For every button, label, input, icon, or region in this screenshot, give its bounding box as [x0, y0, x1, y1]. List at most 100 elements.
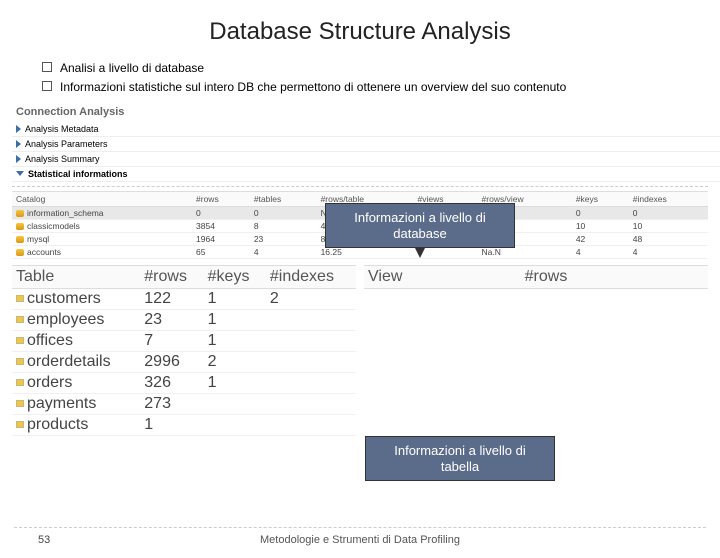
table-icon	[16, 337, 24, 344]
database-icon	[16, 249, 24, 256]
accordion: Analysis Metadata Analysis Parameters An…	[12, 122, 720, 182]
table-cell: 65	[192, 245, 250, 258]
column-header: #keys	[572, 191, 629, 206]
table-cell: 0	[250, 206, 317, 219]
callout-db-level: Informazioni a livello di database	[325, 203, 515, 248]
table-cell	[266, 351, 356, 372]
section-heading: Connection Analysis	[16, 106, 720, 118]
chevron-right-icon	[16, 125, 21, 133]
table-row[interactable]: customers12212	[12, 288, 356, 309]
chevron-right-icon	[16, 140, 21, 148]
table-cell: 122	[140, 288, 203, 309]
accordion-label: Analysis Metadata	[25, 124, 99, 134]
table-cell: products	[12, 414, 140, 435]
callout-table-level: Informazioni a livello di tabella	[365, 436, 555, 481]
table-cell: 1	[204, 372, 266, 393]
table-cell: 0	[572, 206, 629, 219]
table-cell	[266, 393, 356, 414]
table-cell	[266, 330, 356, 351]
table-cell: 10	[629, 219, 708, 232]
chevron-right-icon	[16, 155, 21, 163]
table-row[interactable]: offices71	[12, 330, 356, 351]
checkbox-icon	[42, 62, 52, 72]
table-cell: orderdetails	[12, 351, 140, 372]
table-cell	[204, 414, 266, 435]
table-cell: 42	[572, 232, 629, 245]
table-row[interactable]: orderdetails29962	[12, 351, 356, 372]
table-cell: 23	[250, 232, 317, 245]
table-left: Table#rows#keys#indexes customers12212em…	[12, 265, 356, 436]
table-cell	[204, 393, 266, 414]
accordion-item[interactable]: Analysis Parameters	[12, 137, 720, 152]
table-cell: 273	[140, 393, 203, 414]
page-number: 53	[38, 534, 50, 546]
database-icon	[16, 223, 24, 230]
table-icon	[16, 421, 24, 428]
table-cell: 8	[250, 219, 317, 232]
column-header: #rows	[140, 265, 203, 288]
database-icon	[16, 236, 24, 243]
accordion-item[interactable]: Analysis Metadata	[12, 122, 720, 137]
table-icon	[16, 316, 24, 323]
arrow-icon	[415, 248, 425, 258]
lower-tables: Table#rows#keys#indexes customers12212em…	[12, 265, 708, 436]
footer-text: Metodologie e Strumenti di Data Profilin…	[260, 534, 460, 546]
bullet-item: Analisi a livello di database	[42, 60, 720, 77]
column-header: #tables	[250, 191, 317, 206]
table-cell: accounts	[12, 245, 192, 258]
table-cell: information_schema	[12, 206, 192, 219]
column-header: #rows	[521, 265, 708, 288]
chevron-down-icon	[16, 171, 24, 176]
accordion-label: Analysis Parameters	[25, 139, 108, 149]
checkbox-icon	[42, 81, 52, 91]
accordion-item[interactable]: Analysis Summary	[12, 152, 720, 167]
table-cell: employees	[12, 309, 140, 330]
divider	[14, 527, 706, 528]
table-cell: 1	[204, 288, 266, 309]
table-cell	[266, 309, 356, 330]
bullet-item: Informazioni statistiche sul intero DB c…	[42, 79, 720, 96]
table-cell: classicmodels	[12, 219, 192, 232]
table-cell: 7	[140, 330, 203, 351]
table-cell: 1	[204, 330, 266, 351]
table-row[interactable]: employees231	[12, 309, 356, 330]
bullet-text: Analisi a livello di database	[60, 60, 204, 77]
table-cell: 326	[140, 372, 203, 393]
table-cell: customers	[12, 288, 140, 309]
table-icon	[16, 379, 24, 386]
table-cell: 2	[204, 351, 266, 372]
table-cell: 4	[572, 245, 629, 258]
table-icon	[16, 358, 24, 365]
bullet-list: Analisi a livello di database Informazio…	[42, 60, 720, 96]
table-cell: 1	[204, 309, 266, 330]
table-cell: 0	[629, 206, 708, 219]
table-cell	[266, 414, 356, 435]
table-row[interactable]: orders3261	[12, 372, 356, 393]
table-cell: 23	[140, 309, 203, 330]
table-cell: 4	[250, 245, 317, 258]
database-icon	[16, 210, 24, 217]
table-cell: orders	[12, 372, 140, 393]
table-cell: 48	[629, 232, 708, 245]
accordion-label: Statistical informations	[28, 169, 128, 179]
table-cell: 10	[572, 219, 629, 232]
table-row[interactable]: products1	[12, 414, 356, 435]
table-right: View#rows	[364, 265, 708, 289]
table-cell: mysql	[12, 232, 192, 245]
column-header: Catalog	[12, 191, 192, 206]
column-header: #indexes	[266, 265, 356, 288]
table-cell: 4	[629, 245, 708, 258]
table-cell: 2	[266, 288, 356, 309]
column-header: View	[364, 265, 521, 288]
table-cell: 2996	[140, 351, 203, 372]
accordion-item[interactable]: Statistical informations	[12, 167, 720, 182]
column-header: #rows	[192, 191, 250, 206]
slide-title: Database Structure Analysis	[0, 18, 720, 46]
table-cell: 1	[140, 414, 203, 435]
table-row[interactable]: payments273	[12, 393, 356, 414]
table-cell: 1964	[192, 232, 250, 245]
divider	[12, 186, 708, 187]
table-icon	[16, 400, 24, 407]
accordion-label: Analysis Summary	[25, 154, 100, 164]
column-header: #keys	[204, 265, 266, 288]
